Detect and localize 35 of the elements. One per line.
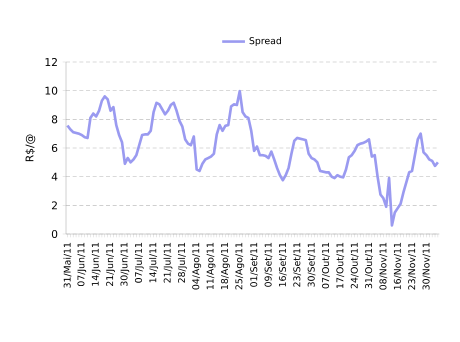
x-tick-label: 24/Out/11 — [350, 242, 359, 288]
x-tick-label: 28/Jul/11 — [178, 242, 187, 283]
x-tick-label: 16/Set/11 — [278, 242, 287, 286]
x-tick-label: 07/Out/11 — [322, 242, 330, 288]
y-axis-title: R$/@ — [25, 134, 36, 162]
x-tick-label: 23/Set/11 — [293, 242, 302, 287]
x-tick-label: 30/Set/11 — [308, 242, 316, 287]
legend-label: Spread — [250, 36, 281, 46]
x-tick-label: 18/Ago/11 — [220, 242, 230, 290]
y-tick-label: 2 — [52, 201, 57, 210]
x-tick-label: 04/Ago/11 — [192, 242, 202, 290]
x-tick-label: 14/Jul/11 — [149, 242, 158, 282]
x-tick-label: 21/Jul/11 — [163, 242, 172, 283]
x-tick-label: 31/Out/11 — [365, 242, 373, 288]
y-tick-label: 8 — [52, 115, 58, 124]
x-tick-label: 23/Nov/11 — [408, 242, 416, 290]
y-tick-label: 0 — [52, 230, 58, 238]
x-tick-label: 31/Mai/11 — [63, 242, 72, 288]
y-tick-label: 6 — [52, 144, 58, 152]
x-tick-label: 08/Nov/11 — [379, 242, 388, 290]
x-tick-label: 30/Nov/11 — [422, 242, 430, 290]
y-tick-label: 10 — [46, 86, 58, 95]
x-tick-label: 09/Set/11 — [264, 242, 272, 287]
x-tick-label: 30/Jun/11 — [120, 242, 130, 286]
x-tick-label: 07/Jul/11 — [134, 242, 144, 283]
y-tick-label: 4 — [52, 172, 58, 181]
x-tick-label: 21/Jun/11 — [106, 242, 115, 286]
x-tick-label: 17/Out/11 — [336, 242, 344, 288]
y-tick-label: 12 — [46, 58, 57, 66]
x-tick-label: 25/Ago/11 — [235, 242, 244, 290]
x-tick-label: 07/Jun/11 — [77, 242, 86, 286]
x-tick-label: 01/Set/11 — [250, 242, 258, 287]
x-tick-label: 11/Ago/11 — [206, 242, 216, 290]
x-tick-label: 16/Nov/11 — [394, 242, 402, 290]
x-tick-label: 14/Jun/11 — [92, 242, 100, 286]
